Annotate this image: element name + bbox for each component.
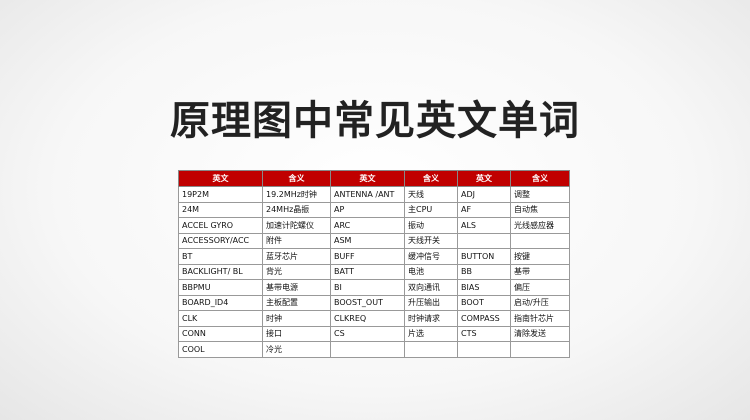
table-cell: BATT	[330, 263, 405, 280]
table-cell: BOOST_OUT	[330, 294, 405, 311]
table-cell: 调整	[510, 186, 570, 203]
table-row: COOL 冷光	[178, 341, 570, 358]
header-cell: 英文	[178, 170, 263, 187]
table-cell: BACKLIGHT/ BL	[178, 263, 263, 280]
table-cell: 24M	[178, 201, 263, 218]
table-cell: 片选	[404, 325, 458, 342]
table-cell: 清除发送	[510, 325, 570, 342]
table-cell	[510, 232, 570, 249]
header-cell: 含义	[510, 170, 570, 187]
table-cell: 加速计陀螺仪	[262, 217, 331, 234]
table-cell: 缓冲信号	[404, 248, 458, 265]
table-cell: ACCEL GYRO	[178, 217, 263, 234]
table-cell: BUTTON	[457, 248, 511, 265]
table-cell	[404, 341, 458, 358]
table-row: BOARD_ID4 主板配置 BOOST_OUT 升压输出 BOOT 启动/升压	[178, 294, 570, 311]
table-cell: 基带电源	[262, 279, 331, 296]
table-cell: CS	[330, 325, 405, 342]
table-cell: 启动/升压	[510, 294, 570, 311]
table-row: ACCEL GYRO 加速计陀螺仪 ARC 振动 ALS 光线感应器	[178, 217, 570, 234]
table-row: 19P2M 19.2MHz时钟 ANTENNA /ANT 天线 ADJ 调整	[178, 186, 570, 203]
header-cell: 含义	[262, 170, 331, 187]
table-cell: 基带	[510, 263, 570, 280]
table-cell: 按键	[510, 248, 570, 265]
table-cell: ASM	[330, 232, 405, 249]
table-cell: CONN	[178, 325, 263, 342]
table-cell: CLKREQ	[330, 310, 405, 327]
table-row: BACKLIGHT/ BL 背光 BATT 电池 BB 基带	[178, 263, 570, 280]
table-cell: BOARD_ID4	[178, 294, 263, 311]
table-cell: 24MHz晶振	[262, 201, 331, 218]
table-row: CLK 时钟 CLKREQ 时钟请求 COMPASS 指南针芯片	[178, 310, 570, 327]
table-cell: 时钟请求	[404, 310, 458, 327]
table-cell: 天线开关	[404, 232, 458, 249]
table-cell: 接口	[262, 325, 331, 342]
header-cell: 含义	[404, 170, 458, 187]
table-cell: CLK	[178, 310, 263, 327]
table-row: BT 蓝牙芯片 BUFF 缓冲信号 BUTTON 按键	[178, 248, 570, 265]
table-cell: 蓝牙芯片	[262, 248, 331, 265]
table-cell: BOOT	[457, 294, 511, 311]
table-row: BBPMU 基带电源 BI 双向通讯 BIAS 偏压	[178, 279, 570, 296]
table-cell: ACCESSORY/ACC	[178, 232, 263, 249]
table-cell: BT	[178, 248, 263, 265]
table-cell: 偏压	[510, 279, 570, 296]
slide-title: 原理图中常见英文单词	[170, 98, 580, 144]
table-cell: 19.2MHz时钟	[262, 186, 331, 203]
table-cell: BBPMU	[178, 279, 263, 296]
table-cell: ADJ	[457, 186, 511, 203]
header-row: 英文 含义 英文 含义 英文 含义	[178, 170, 570, 187]
table-cell: 双向通讯	[404, 279, 458, 296]
table-cell: AP	[330, 201, 405, 218]
table-row: 24M 24MHz晶振 AP 主CPU AF 自动焦	[178, 201, 570, 218]
table-cell: 光线感应器	[510, 217, 570, 234]
table-cell: ANTENNA /ANT	[330, 186, 405, 203]
table-row: CONN 接口 CS 片选 CTS 清除发送	[178, 325, 570, 342]
table-cell: 振动	[404, 217, 458, 234]
table-cell: CTS	[457, 325, 511, 342]
table-cell	[510, 341, 570, 358]
table-cell: 冷光	[262, 341, 331, 358]
table-cell	[457, 232, 511, 249]
table-cell: 升压输出	[404, 294, 458, 311]
table-row: ACCESSORY/ACC 附件 ASM 天线开关	[178, 232, 570, 249]
table-cell: 电池	[404, 263, 458, 280]
table-cell: 19P2M	[178, 186, 263, 203]
table-cell: 主板配置	[262, 294, 331, 311]
table-cell: 自动焦	[510, 201, 570, 218]
table-cell: 指南针芯片	[510, 310, 570, 327]
header-cell: 英文	[457, 170, 511, 187]
table-cell: 时钟	[262, 310, 331, 327]
table-cell: BIAS	[457, 279, 511, 296]
table-cell: BI	[330, 279, 405, 296]
table-body: 19P2M 19.2MHz时钟 ANTENNA /ANT 天线 ADJ 调整 24M 24MH…	[178, 186, 570, 358]
table-cell: COOL	[178, 341, 263, 358]
header-cell: 英文	[330, 170, 405, 187]
table-cell: 主CPU	[404, 201, 458, 218]
table-cell: AF	[457, 201, 511, 218]
table-cell: BB	[457, 263, 511, 280]
table-cell: 背光	[262, 263, 331, 280]
table-cell	[457, 341, 511, 358]
word-table: 英文 含义 英文 含义 英文 含义 19P2M 19.2MHz时钟 ANTENNA /ANT 天…	[178, 170, 570, 358]
table-cell: 附件	[262, 232, 331, 249]
table-cell: BUFF	[330, 248, 405, 265]
table-cell: ALS	[457, 217, 511, 234]
table-cell: COMPASS	[457, 310, 511, 327]
table-cell: ARC	[330, 217, 405, 234]
table-cell: 天线	[404, 186, 458, 203]
table-cell	[330, 341, 405, 358]
